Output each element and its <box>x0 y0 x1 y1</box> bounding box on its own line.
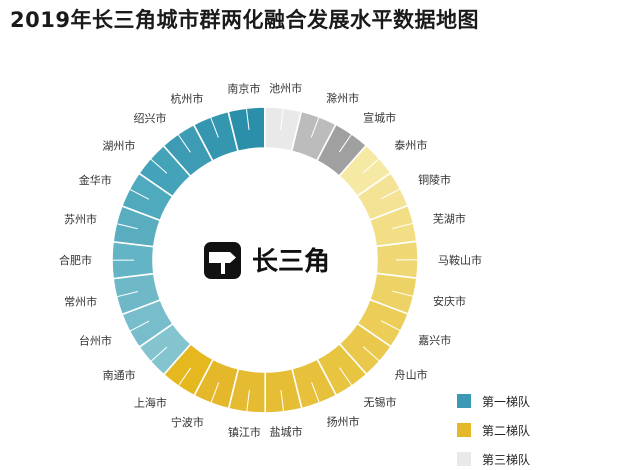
signpost-icon <box>204 242 241 279</box>
segment-label: 镇江市 <box>228 425 261 439</box>
segment-label: 芜湖市 <box>433 211 466 225</box>
segment-label: 铜陵市 <box>418 172 451 186</box>
segment-label: 舟山市 <box>395 368 428 382</box>
segment-label: 绍兴市 <box>134 111 167 125</box>
segment-label: 南通市 <box>103 368 136 382</box>
donut-segments <box>111 106 419 414</box>
legend-label: 第二梯队 <box>482 423 530 438</box>
leader-line <box>118 320 150 338</box>
legend-swatch <box>457 394 471 408</box>
leader-line <box>280 389 286 424</box>
center-label: 长三角 <box>252 246 330 277</box>
segment-label: 湖州市 <box>102 138 135 152</box>
segment-label: 扬州市 <box>327 415 360 429</box>
segment-label: 上海市 <box>134 396 167 410</box>
segment-label: 盐城市 <box>270 425 303 439</box>
segment-label: 池州市 <box>269 81 302 95</box>
segment-label: 泰州市 <box>394 138 427 152</box>
leader-line <box>244 390 250 424</box>
leader-line <box>206 382 220 415</box>
leader-line <box>104 291 138 301</box>
leader-line <box>118 183 150 200</box>
segment-label: 滁州市 <box>326 91 359 105</box>
segment-label: 马鞍山市 <box>438 253 482 267</box>
leader-line <box>380 182 412 200</box>
leader-line <box>311 382 325 415</box>
segment-label: 常州市 <box>64 295 97 309</box>
leader-line <box>141 346 168 370</box>
segment-label: 台州市 <box>79 334 112 348</box>
legend-swatch <box>457 452 471 466</box>
segment-label: 合肥市 <box>59 253 92 267</box>
leader-line <box>392 290 426 300</box>
leader-line <box>205 105 219 138</box>
leader-line <box>339 367 360 396</box>
legend-label: 第三梯队 <box>482 452 530 467</box>
donut-segment <box>112 272 162 316</box>
leader-line <box>310 105 324 138</box>
segment-label: 南京市 <box>227 81 260 95</box>
segment-label: 宣城市 <box>363 110 396 124</box>
leader-line <box>104 220 138 230</box>
leader-line <box>244 96 250 131</box>
segment-label: 金华市 <box>79 173 112 187</box>
legend-label: 第一梯队 <box>482 394 530 409</box>
leader-line <box>170 124 191 153</box>
leader-line <box>141 150 168 174</box>
leader-lines <box>99 96 431 424</box>
leader-line <box>392 219 426 229</box>
leader-line <box>362 346 389 370</box>
segment-label: 杭州市 <box>170 91 203 105</box>
leader-line <box>362 150 389 174</box>
leader-line <box>338 123 359 153</box>
leader-line <box>171 367 192 397</box>
segment-label: 安庆市 <box>433 294 466 308</box>
center-badge: 长三角 <box>204 242 330 279</box>
segment-label: 宁波市 <box>171 415 204 429</box>
segment-label: 无锡市 <box>363 395 396 409</box>
segment-label: 嘉兴市 <box>418 333 451 347</box>
legend-swatch <box>457 423 471 437</box>
leader-line <box>280 96 286 130</box>
leader-line <box>380 320 412 337</box>
page-title: 2019年长三角城市群两化融合发展水平数据地图 <box>10 8 479 32</box>
segment-label: 苏州市 <box>64 212 97 226</box>
